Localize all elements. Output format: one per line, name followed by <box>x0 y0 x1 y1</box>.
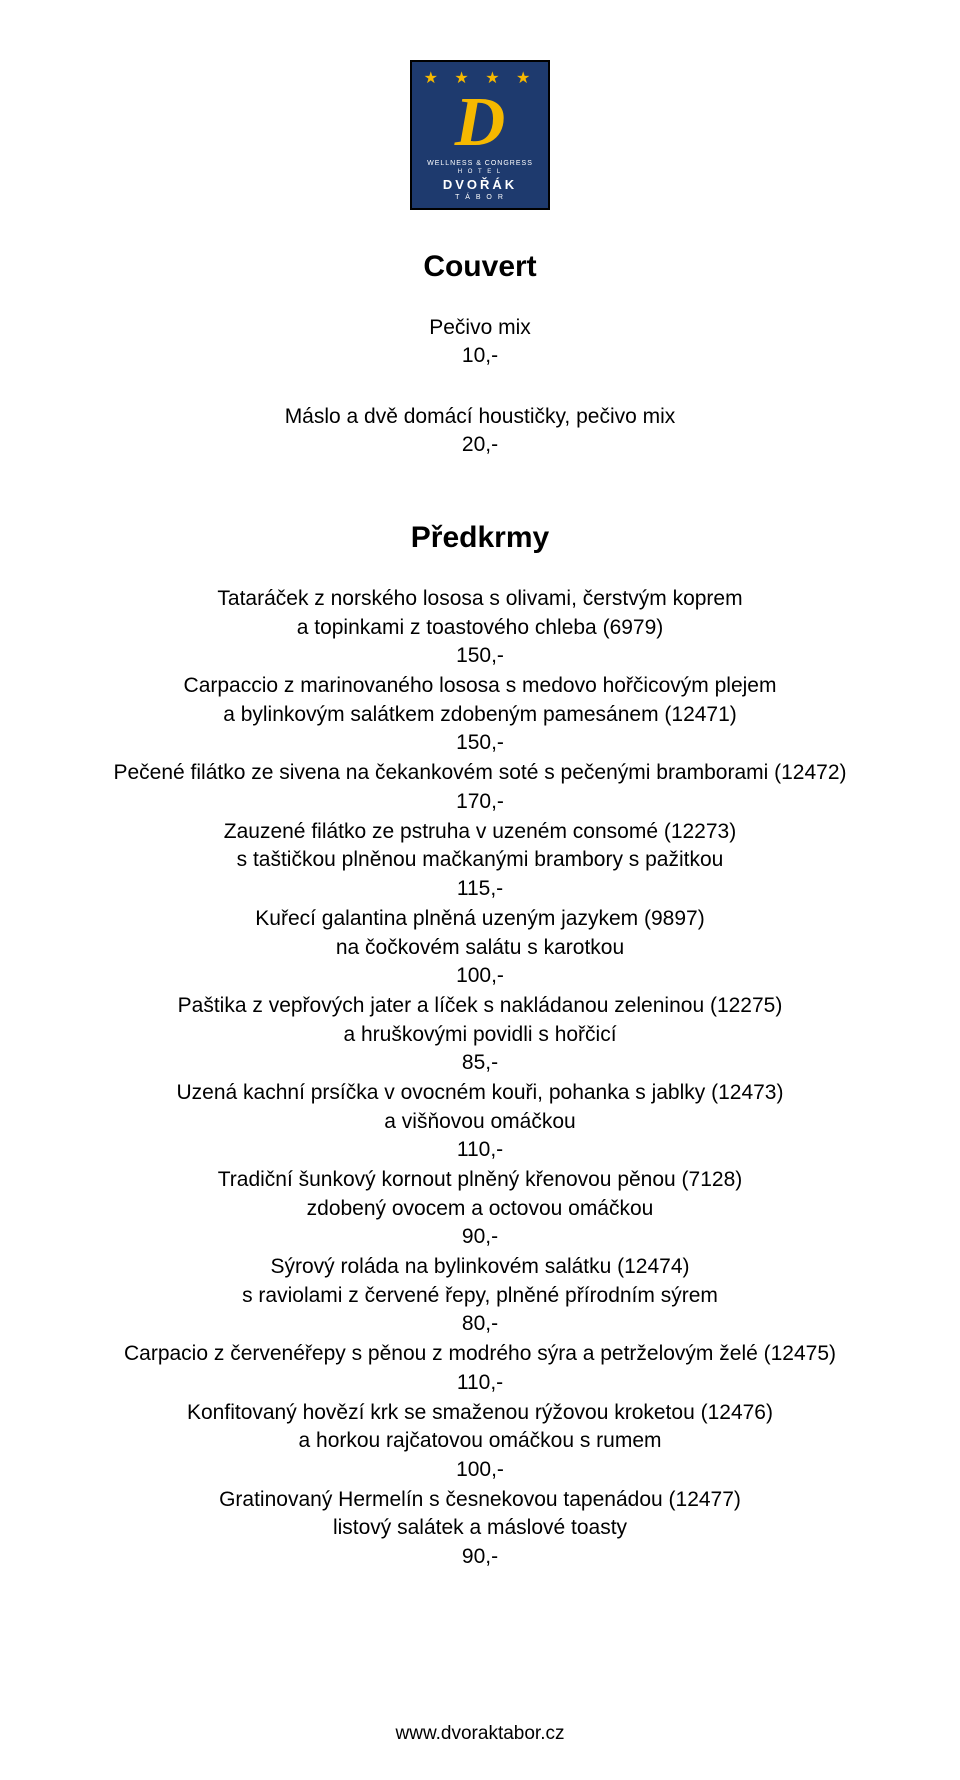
menu-item-text: Pečené filátko ze sivena na čekankovém s… <box>50 759 910 787</box>
menu-item: Zauzené filátko ze pstruha v uzeném cons… <box>50 818 910 903</box>
menu-item-price: 150,- <box>50 729 910 757</box>
menu-item: Uzená kachní prsíčka v ovocném kouři, po… <box>50 1079 910 1164</box>
menu-item-text: Tataráček z norského lososa s olivami, č… <box>50 585 910 613</box>
menu-item-price: 90,- <box>50 1543 910 1571</box>
footer-url: www.dvoraktabor.cz <box>396 1723 565 1744</box>
logo-hotel-word: H O T E L <box>412 169 548 175</box>
menu-item-text: a horkou rajčatovou omáčkou s rumem <box>50 1427 910 1455</box>
menu-item-text: na čočkovém salátu s karotkou <box>50 934 910 962</box>
menu-item-price: 85,- <box>50 1049 910 1077</box>
menu-item: Gratinovaný Hermelín s česnekovou tapená… <box>50 1486 910 1571</box>
menu-item: Pečivo mix 10,- <box>50 314 910 371</box>
menu-item-text: Carpacio z červenéřepy s pěnou z modrého… <box>50 1340 910 1368</box>
menu-item-text: Uzená kachní prsíčka v ovocném kouři, po… <box>50 1079 910 1107</box>
menu-item-text: Konfitovaný hovězí krk se smaženou rýžov… <box>50 1399 910 1427</box>
section-title-couvert: Couvert <box>50 250 910 284</box>
menu-item-text: a topinkami z toastového chleba (6979) <box>50 614 910 642</box>
menu-item-text: Máslo a dvě domácí houstičky, pečivo mix <box>50 403 910 431</box>
menu-item-text: s taštičkou plněnou mačkanými brambory s… <box>50 846 910 874</box>
section-title-predkrmy: Předkrmy <box>50 521 910 555</box>
menu-item-price: 100,- <box>50 1456 910 1484</box>
footer: www.dvoraktabor.cz <box>0 1723 960 1745</box>
menu-item: Carpacio z červenéřepy s pěnou z modrého… <box>50 1340 910 1397</box>
menu-item-text: Tradiční šunkový kornout plněný křenovou… <box>50 1166 910 1194</box>
logo-city: T Á B O R <box>412 194 548 201</box>
menu-item-text: Sýrový roláda na bylinkovém salátku (124… <box>50 1253 910 1281</box>
menu-item: Tradiční šunkový kornout plněný křenovou… <box>50 1166 910 1251</box>
logo-hotel-name: DVOŘÁK <box>412 177 548 192</box>
menu-item-text: s raviolami z červené řepy, plněné příro… <box>50 1282 910 1310</box>
menu-item-text: Pečivo mix <box>50 314 910 342</box>
menu-item-price: 150,- <box>50 642 910 670</box>
menu-item-text: Kuřecí galantina plněná uzeným jazykem (… <box>50 905 910 933</box>
menu-item-text: listový salátek a máslové toasty <box>50 1514 910 1542</box>
menu-item: Konfitovaný hovězí krk se smaženou rýžov… <box>50 1399 910 1484</box>
menu-item-price: 115,- <box>50 875 910 903</box>
menu-item-price: 80,- <box>50 1310 910 1338</box>
menu-item: Paštika z vepřových jater a líček s nakl… <box>50 992 910 1077</box>
menu-item: Máslo a dvě domácí houstičky, pečivo mix… <box>50 403 910 460</box>
logo-tagline: WELLNESS & CONGRESS <box>412 160 548 167</box>
menu-item-price: 90,- <box>50 1223 910 1251</box>
menu-item-price: 20,- <box>50 431 910 459</box>
menu-item-price: 100,- <box>50 962 910 990</box>
menu-item: Kuřecí galantina plněná uzeným jazykem (… <box>50 905 910 990</box>
page: ★ ★ ★ ★ D WELLNESS & CONGRESS H O T E L … <box>0 0 960 1613</box>
menu-item-text: a hruškovými povidli s hořčicí <box>50 1021 910 1049</box>
menu-item-price: 170,- <box>50 788 910 816</box>
menu-item: Carpaccio z marinovaného lososa s medovo… <box>50 672 910 757</box>
menu-item-text: a višňovou omáčkou <box>50 1108 910 1136</box>
hotel-logo: ★ ★ ★ ★ D WELLNESS & CONGRESS H O T E L … <box>410 60 550 210</box>
menu-item: Sýrový roláda na bylinkovém salátku (124… <box>50 1253 910 1338</box>
menu-item: Pečené filátko ze sivena na čekankovém s… <box>50 759 910 816</box>
menu-item-price: 110,- <box>50 1369 910 1397</box>
menu-item-text: Paštika z vepřových jater a líček s nakl… <box>50 992 910 1020</box>
menu-item-text: a bylinkovým salátkem zdobeným pamesánem… <box>50 701 910 729</box>
menu-item-text: Carpaccio z marinovaného lososa s medovo… <box>50 672 910 700</box>
menu-item: Tataráček z norského lososa s olivami, č… <box>50 585 910 670</box>
menu-item-text: Zauzené filátko ze pstruha v uzeném cons… <box>50 818 910 846</box>
menu-item-price: 110,- <box>50 1136 910 1164</box>
menu-item-text: Gratinovaný Hermelín s česnekovou tapená… <box>50 1486 910 1514</box>
menu-item-text: zdobený ovocem a octovou omáčkou <box>50 1195 910 1223</box>
menu-item-price: 10,- <box>50 342 910 370</box>
logo-letter: D <box>412 88 548 158</box>
